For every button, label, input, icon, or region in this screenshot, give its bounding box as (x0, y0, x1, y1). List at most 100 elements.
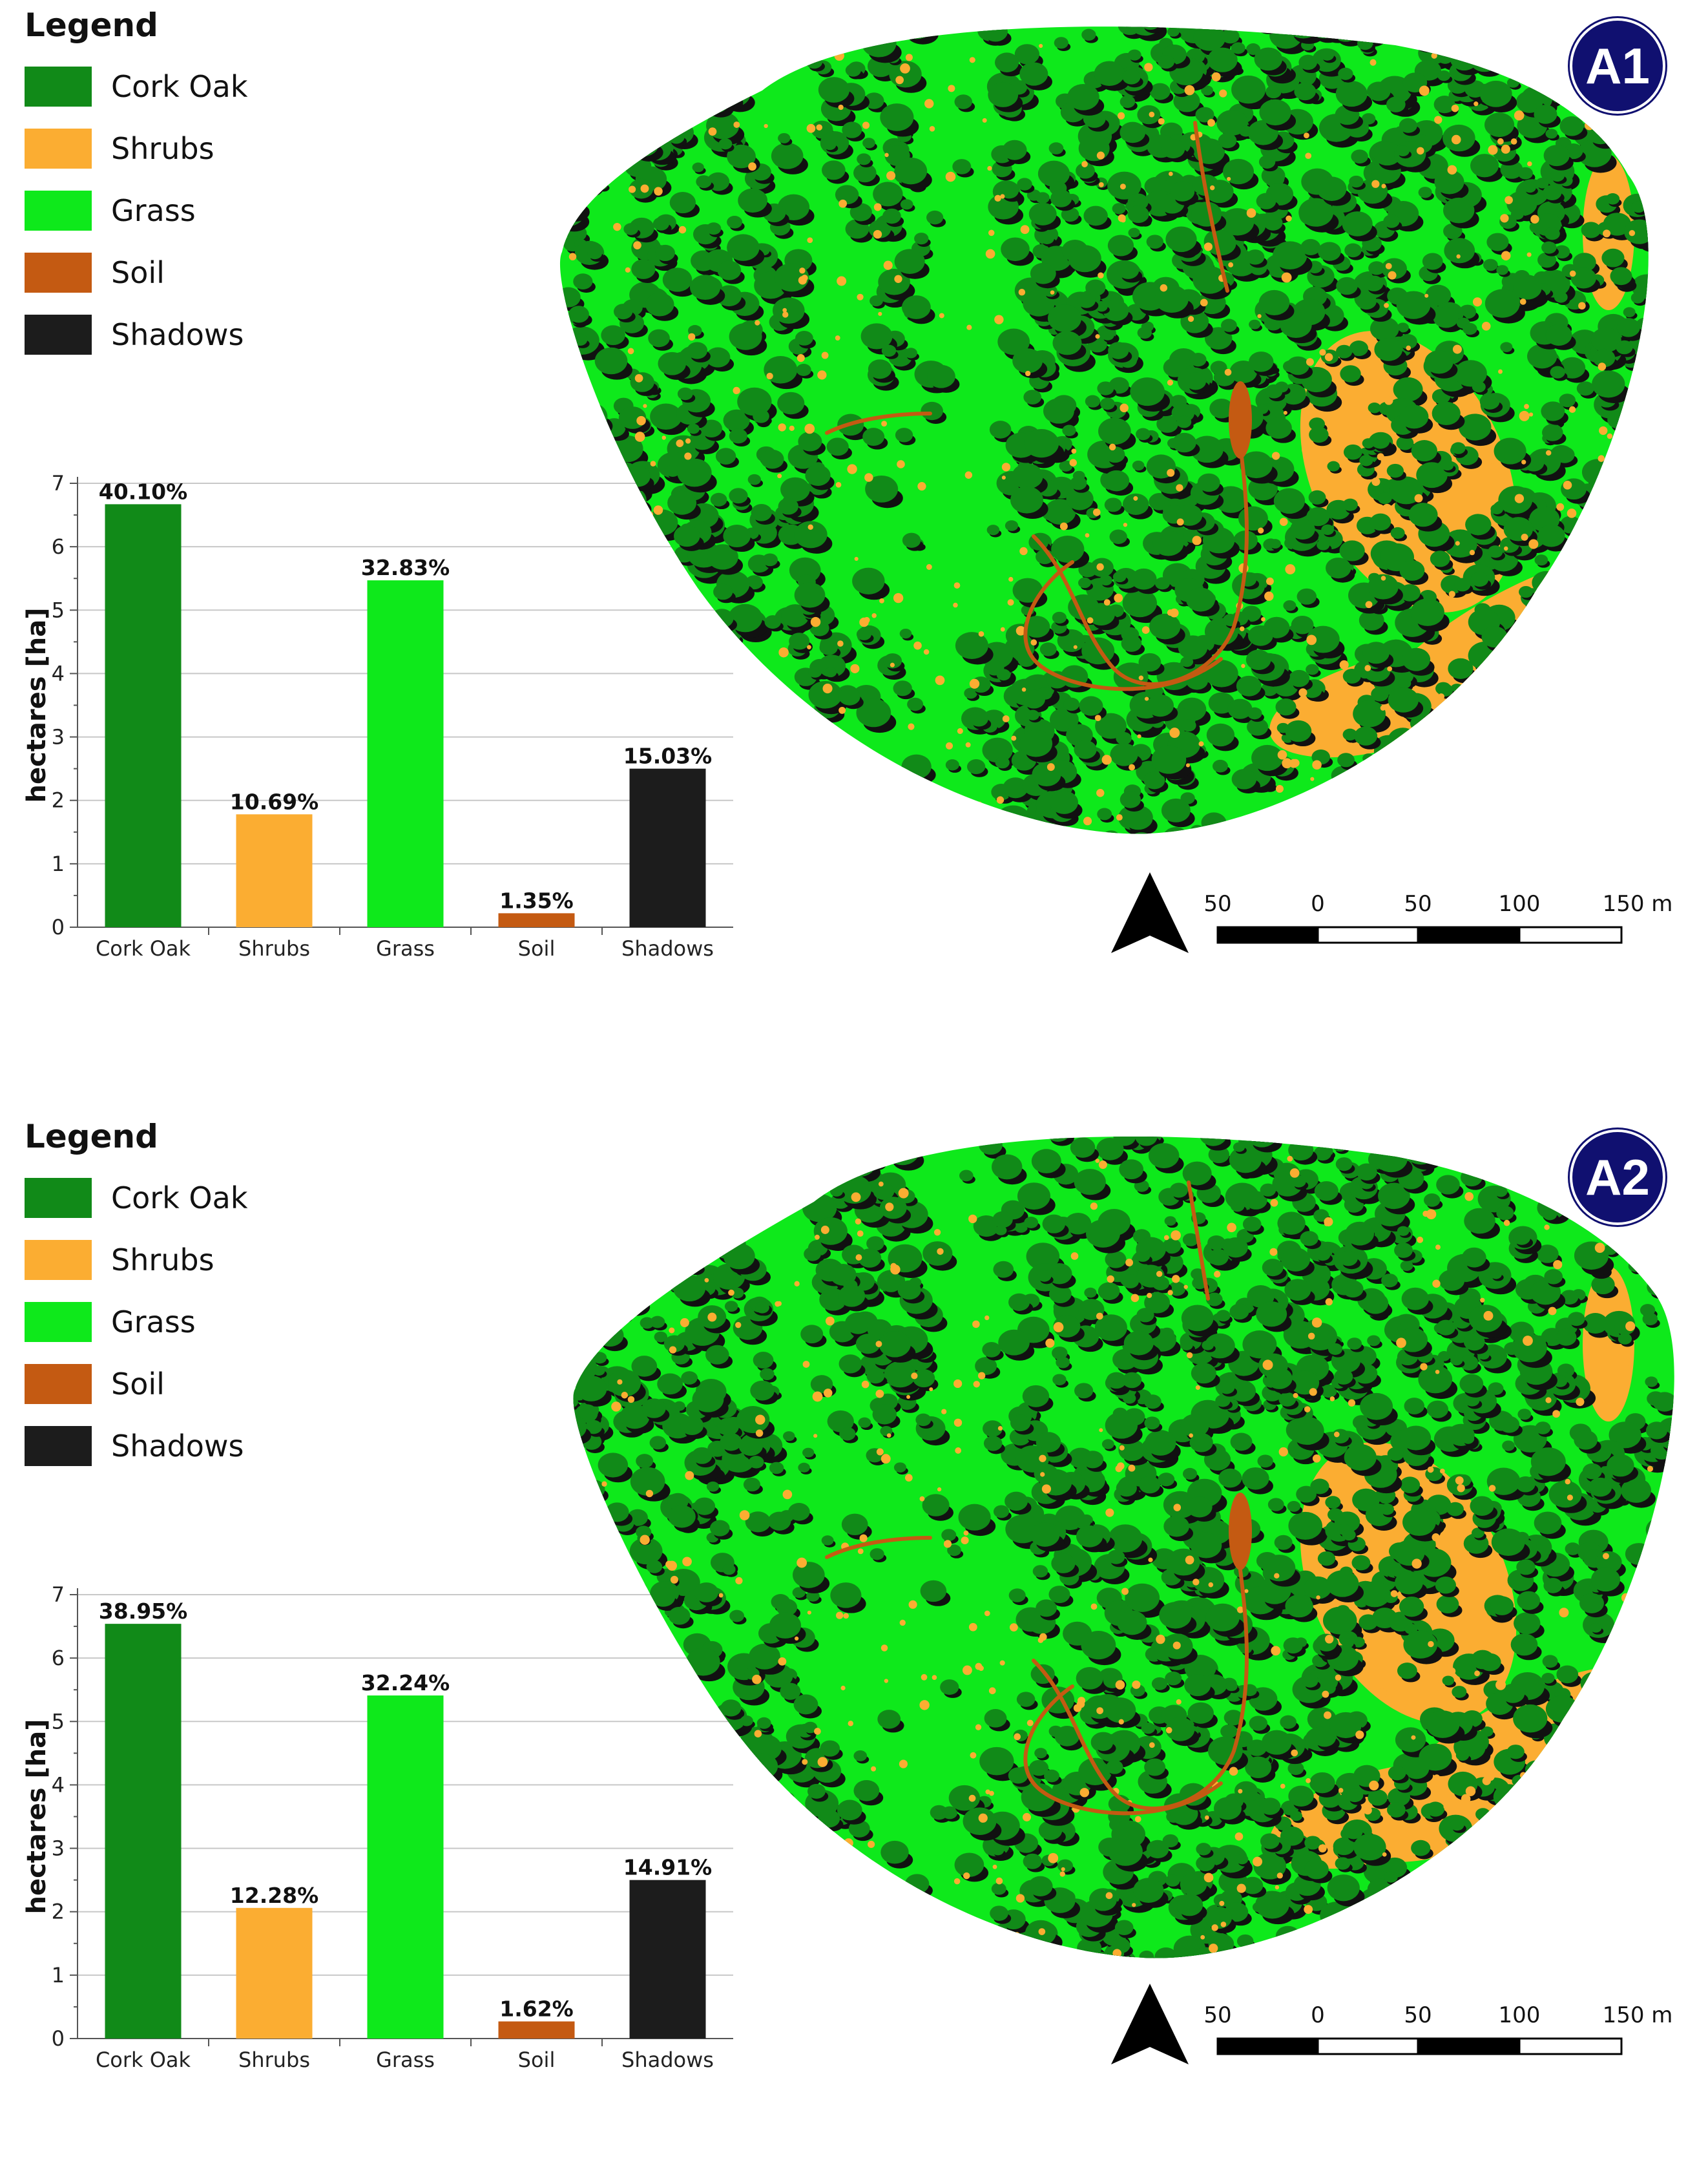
legend-label: Soil (111, 255, 165, 290)
shrub-patch (1305, 152, 1311, 159)
bar-value-label: 12.28% (230, 1883, 318, 1908)
tree-canopy (1318, 242, 1341, 260)
shadow (1544, 44, 1563, 56)
shrub-patch (592, 178, 596, 182)
shrub-patch (897, 460, 905, 468)
shadow (566, 27, 581, 37)
tree-canopy (563, 728, 585, 746)
shrub-patch (1015, 839, 1023, 846)
shrub-patch (884, 261, 893, 270)
shrub-patch (1167, 380, 1173, 386)
tree-canopy (856, 777, 890, 805)
tree-canopy (1626, 508, 1651, 528)
tree-canopy (1113, 571, 1126, 582)
tree-canopy (1338, 68, 1353, 80)
tree-canopy (1374, 9, 1402, 32)
shadow (1364, 827, 1391, 844)
tree-canopy (707, 1177, 732, 1197)
shrub-patch (953, 603, 958, 608)
tree-canopy (1139, 843, 1154, 855)
tree-canopy (717, 260, 741, 280)
shadow (1482, 25, 1508, 41)
shadow (701, 1845, 720, 1857)
tree-canopy (1232, 769, 1257, 790)
shadow (1537, 582, 1565, 599)
shadow (1451, 29, 1464, 37)
tree-canopy (1652, 1945, 1669, 1959)
shadow (586, 171, 609, 185)
shrub-patch (748, 162, 756, 171)
shrub-patch (1364, 665, 1371, 671)
tree-canopy (1190, 825, 1204, 837)
tree-canopy (689, 752, 723, 781)
shrub-patch (1569, 406, 1576, 413)
tree-canopy (1509, 834, 1534, 854)
tree-canopy (800, 730, 813, 740)
shrub-patch (1240, 626, 1245, 631)
tree-canopy (609, 1568, 627, 1582)
tree-canopy (1366, 781, 1381, 793)
shadow (1622, 760, 1651, 779)
shadow (683, 1168, 705, 1182)
tree-canopy (618, 600, 640, 617)
shrub-patch (1348, 742, 1354, 748)
shrub-patch (742, 49, 748, 55)
shadow (1606, 512, 1628, 526)
tree-canopy (599, 112, 622, 131)
shadow (1394, 739, 1422, 757)
tree-canopy (668, 813, 686, 828)
tree-canopy (1651, 112, 1664, 123)
tree-canopy (598, 626, 625, 649)
tree-canopy (642, 521, 654, 531)
shrub-patch (1008, 577, 1013, 582)
y-tick-label: 2 (52, 788, 65, 813)
tree-canopy (1155, 285, 1189, 313)
shadow (1192, 1965, 1205, 1973)
tree-canopy (1549, 741, 1579, 766)
shadow (1519, 802, 1539, 815)
shadow (1384, 753, 1399, 762)
tree-canopy (679, 1160, 702, 1179)
north-arrow-icon (1111, 872, 1189, 953)
shadow (641, 796, 670, 814)
tree-canopy (645, 542, 673, 565)
tree-canopy (1500, 342, 1512, 352)
map-area (543, 6, 1692, 879)
shadow (1669, 1947, 1682, 1956)
shrub-patch (1438, 784, 1448, 794)
shadow (1442, 1934, 1458, 1944)
tree-canopy (1517, 1409, 1531, 1420)
tree-canopy (1631, 846, 1657, 868)
tree-canopy (748, 474, 761, 485)
shadow (574, 642, 604, 661)
shadow (624, 498, 642, 509)
tree-canopy (1631, 201, 1645, 213)
tree-canopy (791, 799, 814, 819)
y-tick-label: 2 (52, 1900, 65, 1924)
shadow (559, 1480, 571, 1487)
shadow (1543, 797, 1561, 809)
tree-canopy (818, 33, 831, 44)
tree-canopy (907, 698, 923, 711)
scale-segment (1218, 927, 1318, 943)
shrub-patch (586, 167, 594, 176)
tree-canopy (696, 175, 711, 188)
shadow (1260, 838, 1279, 850)
shadow (1106, 837, 1123, 848)
shadow (1586, 667, 1600, 676)
tree-canopy (1155, 577, 1170, 589)
tree-canopy (588, 839, 622, 867)
tree-canopy (1377, 804, 1406, 828)
tree-canopy (1165, 1216, 1176, 1226)
shadow (1327, 823, 1339, 830)
tree-canopy (1152, 746, 1187, 774)
shadow (642, 1165, 656, 1174)
tree-canopy (1397, 1226, 1410, 1236)
tree-canopy (1340, 540, 1365, 561)
tree-canopy (1275, 1535, 1293, 1550)
legend-item: Cork Oak (25, 56, 247, 118)
tree-canopy (581, 644, 603, 662)
bar (499, 2022, 575, 2039)
shadow (1174, 847, 1189, 856)
shadow (1537, 801, 1563, 817)
